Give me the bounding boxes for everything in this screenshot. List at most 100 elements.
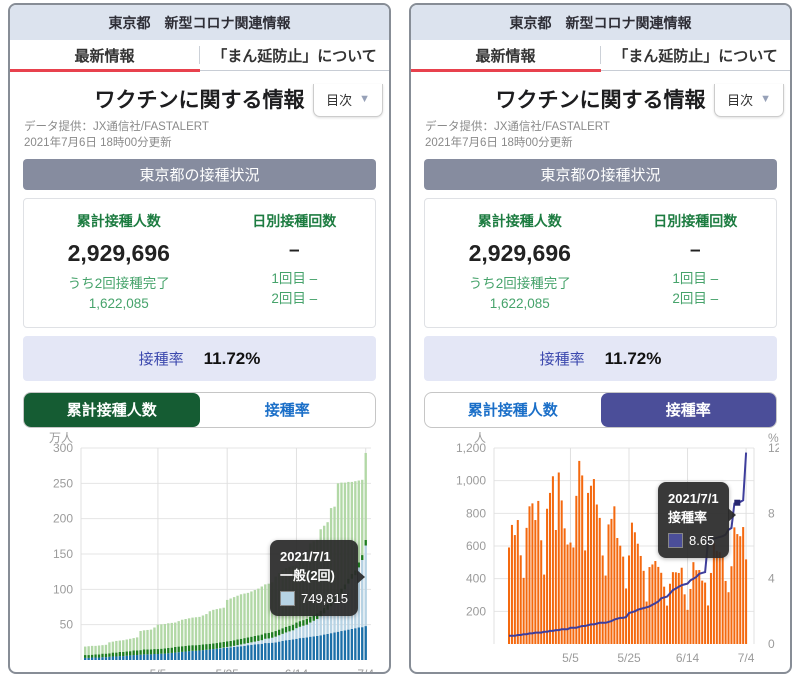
toc-button[interactable]: 目次 ▼ <box>714 84 784 117</box>
app-header: 東京都 新型コロナ関連情報 <box>10 5 389 40</box>
panel-cumulative: 東京都 新型コロナ関連情報 最新情報 「まん延防止」について 目次 ▼ ワクチン… <box>8 3 391 674</box>
tab-prevention[interactable]: 「まん延防止」について <box>613 47 778 65</box>
svg-text:200: 200 <box>53 511 73 525</box>
rate-band: 接種率 11.72% <box>23 335 376 381</box>
svg-text:8: 8 <box>768 506 775 520</box>
svg-text:7/4: 7/4 <box>357 667 374 674</box>
panel-body: 目次 ▼ ワクチンに関する情報 データ提供：JX通信社/FASTALERT 20… <box>10 84 389 674</box>
chevron-down-icon: ▼ <box>359 93 370 105</box>
cumulative-stat: 累計接種人数 2,929,696 うち2回接種完了 1,622,085 <box>425 211 615 315</box>
tab-prevention[interactable]: 「まん延防止」について <box>212 47 377 65</box>
second-dose-summary: うち2回接種完了 1,622,085 <box>67 276 170 312</box>
section-banner: 東京都の接種状況 <box>23 159 376 191</box>
second-dose-summary: うち2回接種完了 1,622,085 <box>468 276 571 312</box>
updated-line: 2021年7月6日 18時00分更新 <box>24 137 172 150</box>
daily-value: – <box>689 240 701 262</box>
cumulative-stat: 累計接種人数 2,929,696 うち2回接種完了 1,622,085 <box>24 211 214 315</box>
toc-label: 目次 <box>727 93 754 108</box>
toggle-cumulative-selected[interactable]: 累計接種人数 <box>24 392 200 427</box>
stats-card: 累計接種人数 2,929,696 うち2回接種完了 1,622,085 日別接種… <box>23 198 376 328</box>
chevron-down-icon: ▼ <box>760 93 771 105</box>
dose-rows: 1回目 – 2回目 – <box>672 271 719 307</box>
daily-stat: 日別接種回数 – 1回目 – 2回目 – <box>615 211 776 315</box>
panel-rate: 東京都 新型コロナ関連情報 最新情報 「まん延防止」について 目次 ▼ ワクチン… <box>409 3 792 674</box>
chart-tooltip-rate: 2021/7/1 接種率 8.65 <box>658 481 736 559</box>
tab-latest-info[interactable]: 最新情報 <box>74 47 135 65</box>
tab-divider <box>600 46 601 64</box>
rate-chart-svg[interactable]: 人% 1,200 1,000 800 600 400 200 12 8 4 0 5/5 5/25 6/14… <box>422 432 779 668</box>
svg-text:4: 4 <box>768 571 775 585</box>
svg-text:5/5: 5/5 <box>150 667 167 674</box>
chart-tooltip-cumulative: 2021/7/1 一般(2回) 749,815 <box>270 539 365 617</box>
rate-value: 11.72% <box>203 348 261 368</box>
svg-text:6/14: 6/14 <box>285 667 309 674</box>
svg-text:300: 300 <box>53 441 73 455</box>
app-header: 東京都 新型コロナ関連情報 <box>411 5 790 40</box>
daily-value: – <box>288 240 300 262</box>
rate-chart[interactable]: 人% 1,200 1,000 800 600 400 200 12 8 4 0 5/5 5/25 6/14… <box>422 432 779 668</box>
cumulative-value: 2,929,696 <box>468 240 571 267</box>
daily-stat: 日別接種回数 – 1回目 – 2回目 – <box>214 211 375 315</box>
toggle-rate[interactable]: 接種率 <box>200 393 376 427</box>
data-source: データ提供：JX通信社/FASTALERT 2021年7月6日 18時00分更新 <box>24 119 375 151</box>
tooltip-series: 一般(2回) <box>280 568 335 584</box>
updated-line: 2021年7月6日 18時00分更新 <box>425 137 573 150</box>
svg-text:200: 200 <box>466 604 486 618</box>
svg-text:50: 50 <box>60 617 74 631</box>
svg-text:6/14: 6/14 <box>676 651 700 665</box>
active-tab-underline <box>10 69 200 72</box>
tooltip-date: 2021/7/1 <box>668 490 719 506</box>
source-line: データ提供：JX通信社/FASTALERT <box>24 121 209 133</box>
cumulative-label: 累計接種人数 <box>76 213 161 230</box>
rate-band: 接種率 11.72% <box>424 335 777 381</box>
tooltip-swatch <box>280 590 295 606</box>
svg-text:600: 600 <box>466 539 486 553</box>
tab-divider <box>199 46 200 64</box>
section-banner: 東京都の接種状況 <box>424 159 777 191</box>
svg-text:7/4: 7/4 <box>738 651 755 665</box>
rate-label: 接種率 <box>138 350 184 368</box>
rate-label: 接種率 <box>539 350 585 368</box>
page-title: ワクチンに関する情報 <box>94 89 305 112</box>
svg-text:人: 人 <box>474 432 486 445</box>
tooltip-series: 接種率 <box>668 510 708 526</box>
svg-text:12: 12 <box>768 441 779 455</box>
toc-label: 目次 <box>326 93 353 108</box>
rate-value: 11.72% <box>604 348 662 368</box>
svg-text:5/5: 5/5 <box>562 651 579 665</box>
toggle-rate-selected[interactable]: 接種率 <box>600 392 776 427</box>
stats-card: 累計接種人数 2,929,696 うち2回接種完了 1,622,085 日別接種… <box>424 198 777 328</box>
page-title: ワクチンに関する情報 <box>495 89 706 112</box>
tooltip-date: 2021/7/1 <box>280 548 331 564</box>
data-source: データ提供：JX通信社/FASTALERT 2021年7月6日 18時00分更新 <box>425 119 776 151</box>
tab-bar: 最新情報 「まん延防止」について <box>10 40 389 72</box>
tooltip-swatch <box>668 532 683 548</box>
svg-text:800: 800 <box>466 506 486 520</box>
tooltip-value: 8.65 <box>689 532 715 548</box>
svg-text:400: 400 <box>466 571 486 585</box>
svg-text:1,200: 1,200 <box>456 441 486 455</box>
source-line: データ提供：JX通信社/FASTALERT <box>425 121 610 133</box>
active-tab-underline <box>411 69 601 72</box>
cumulative-chart[interactable]: 万人 300 250 200 150 100 50 5/5 5/25 6/14 7/4 2021/7… <box>21 432 378 674</box>
svg-text:5/25: 5/25 <box>617 651 641 665</box>
panel-body: 目次 ▼ ワクチンに関する情報 データ提供：JX通信社/FASTALERT 20… <box>411 84 790 672</box>
daily-label: 日別接種回数 <box>252 213 337 230</box>
cumulative-value: 2,929,696 <box>67 240 170 267</box>
daily-label: 日別接種回数 <box>653 213 738 230</box>
svg-text:250: 250 <box>53 476 73 490</box>
dose-rows: 1回目 – 2回目 – <box>271 271 318 307</box>
svg-text:100: 100 <box>53 582 73 596</box>
tab-bar: 最新情報 「まん延防止」について <box>411 40 790 72</box>
chart-toggle: 累計接種人数 接種率 <box>424 391 777 428</box>
tooltip-arrow <box>357 569 365 584</box>
toc-button[interactable]: 目次 ▼ <box>313 84 383 117</box>
svg-text:%: % <box>768 432 779 445</box>
cumulative-label: 累計接種人数 <box>477 213 562 230</box>
svg-text:0: 0 <box>768 637 775 651</box>
svg-text:1,000: 1,000 <box>456 473 486 487</box>
tab-latest-info[interactable]: 最新情報 <box>475 47 536 65</box>
toggle-cumulative[interactable]: 累計接種人数 <box>425 393 601 427</box>
svg-text:万人: 万人 <box>49 432 73 445</box>
